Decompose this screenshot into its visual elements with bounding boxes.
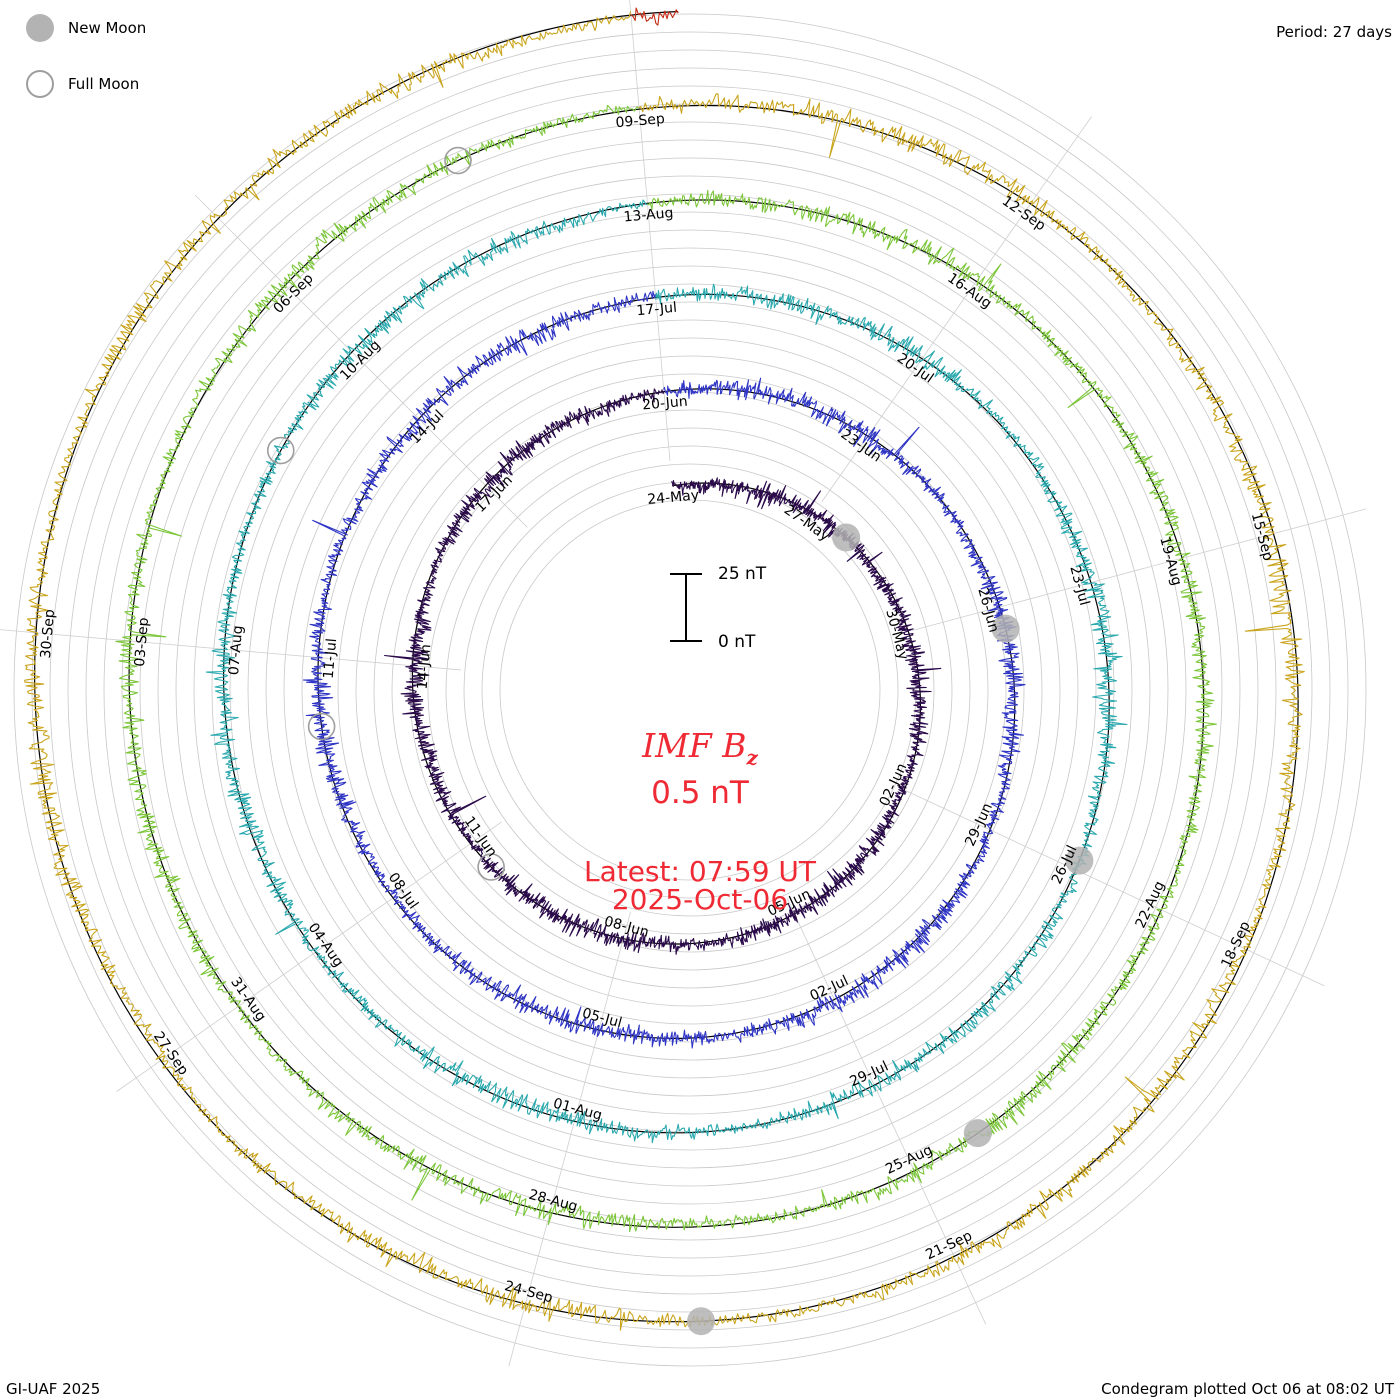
grid-ring <box>139 139 1241 1241</box>
grid-ring <box>13 13 1367 1367</box>
imf-bz-trace-rev-6 <box>630 7 679 26</box>
grid-ring <box>283 283 1097 1097</box>
latest-time: Latest: 07:59 UT <box>583 855 817 888</box>
new-moon-marker <box>963 1119 992 1148</box>
full-moon-marker <box>444 146 472 175</box>
date-label: 30-Sep <box>38 609 58 660</box>
grid-ring <box>337 337 1043 1043</box>
grid-ring <box>463 463 917 917</box>
date-label: 13-Aug <box>623 205 674 225</box>
date-label: 08-Jun <box>602 914 650 941</box>
imf-bz-traces <box>24 7 1305 1331</box>
imf-bz-trace-rev-1 <box>384 388 942 955</box>
date-label: 07-Aug <box>226 625 246 676</box>
new-moon-marker <box>1065 846 1094 875</box>
date-labels: 24-May27-May30-May02-Jun05-Jun08-Jun11-J… <box>38 111 1276 1306</box>
legend-full-moon-label: Full Moon <box>68 75 140 93</box>
period-label: Period: 27 days <box>1276 23 1392 41</box>
date-label: 26-Jun <box>974 586 1001 634</box>
date-spoke <box>629 0 671 461</box>
grid-ring <box>499 499 881 881</box>
grid-ring <box>85 85 1295 1295</box>
imf-title: IMF Bz <box>0 726 1400 770</box>
new-moon-marker <box>687 1307 716 1336</box>
date-label: 23-Jul <box>1066 564 1092 607</box>
footer-plotted-time: Condegram plotted Oct 06 at 08:02 UT <box>1101 1380 1394 1398</box>
footer-credit: GI-UAF 2025 <box>6 1380 101 1398</box>
latest-date: 2025-Oct-06 <box>611 883 789 916</box>
grid-ring <box>265 265 1115 1115</box>
date-label: 15-Sep <box>1248 511 1276 563</box>
new-moon-marker <box>832 523 861 552</box>
date-spoke <box>786 898 987 1325</box>
scale-bar-bottom-label: 0 nT <box>718 632 756 652</box>
date-spoke <box>898 786 1325 987</box>
date-spoke <box>116 821 502 1092</box>
imf-bz-trace-rev-4 <box>115 104 1217 1233</box>
date-label: 03-Sep <box>132 617 152 668</box>
grid-ring <box>391 391 989 989</box>
legend-new-moon: New Moon <box>26 14 146 42</box>
grid-ring <box>427 427 953 953</box>
date-label: 09-Sep <box>615 111 666 131</box>
grid-ring <box>193 193 1187 1187</box>
imf-bz-trace-rev-3 <box>205 199 1128 1144</box>
date-spoke <box>912 508 1367 631</box>
legend-new-moon-label: New Moon <box>68 19 147 37</box>
date-label: 20-Jun <box>642 394 689 414</box>
date-label: 14-Jun <box>415 643 435 690</box>
scale-bar <box>670 573 702 642</box>
date-spoke <box>508 912 631 1367</box>
imf-current-value: 0.5 nT <box>651 775 749 811</box>
imf-bz-trace-rev-5 <box>24 11 1305 1331</box>
imf-bz-trace-rev-2 <box>302 290 1026 1049</box>
date-spoke <box>194 194 528 528</box>
date-label: 11-Jul <box>321 638 340 680</box>
grid-ring <box>445 445 935 935</box>
date-label: 25-Aug <box>883 1142 935 1178</box>
scale-bar-top-label: 25 nT <box>718 564 767 584</box>
grid-ring <box>49 49 1331 1331</box>
imf-title-subscript: z <box>746 745 758 770</box>
full-moon-marker <box>266 436 295 465</box>
legend-full-moon: Full Moon <box>26 70 139 98</box>
date-label: 21-Sep <box>923 1228 975 1263</box>
full-moon-marker <box>477 853 505 881</box>
imf-title-main: IMF B <box>642 726 747 765</box>
date-label: 17-Jul <box>636 300 678 319</box>
date-label: 24-May <box>647 488 700 508</box>
grid-ring <box>373 373 1007 1007</box>
full-moon-marker <box>307 712 336 741</box>
new-moon-icon <box>26 14 54 42</box>
grid-ring <box>229 229 1151 1151</box>
grid-ring <box>301 301 1079 1079</box>
grid-ring <box>355 355 1025 1025</box>
moon-phase-markers <box>266 146 1094 1336</box>
new-moon-marker <box>991 614 1020 643</box>
grid-ring <box>121 121 1259 1259</box>
grid-ring <box>67 67 1313 1313</box>
grid-ring <box>211 211 1169 1169</box>
full-moon-icon <box>26 70 54 98</box>
